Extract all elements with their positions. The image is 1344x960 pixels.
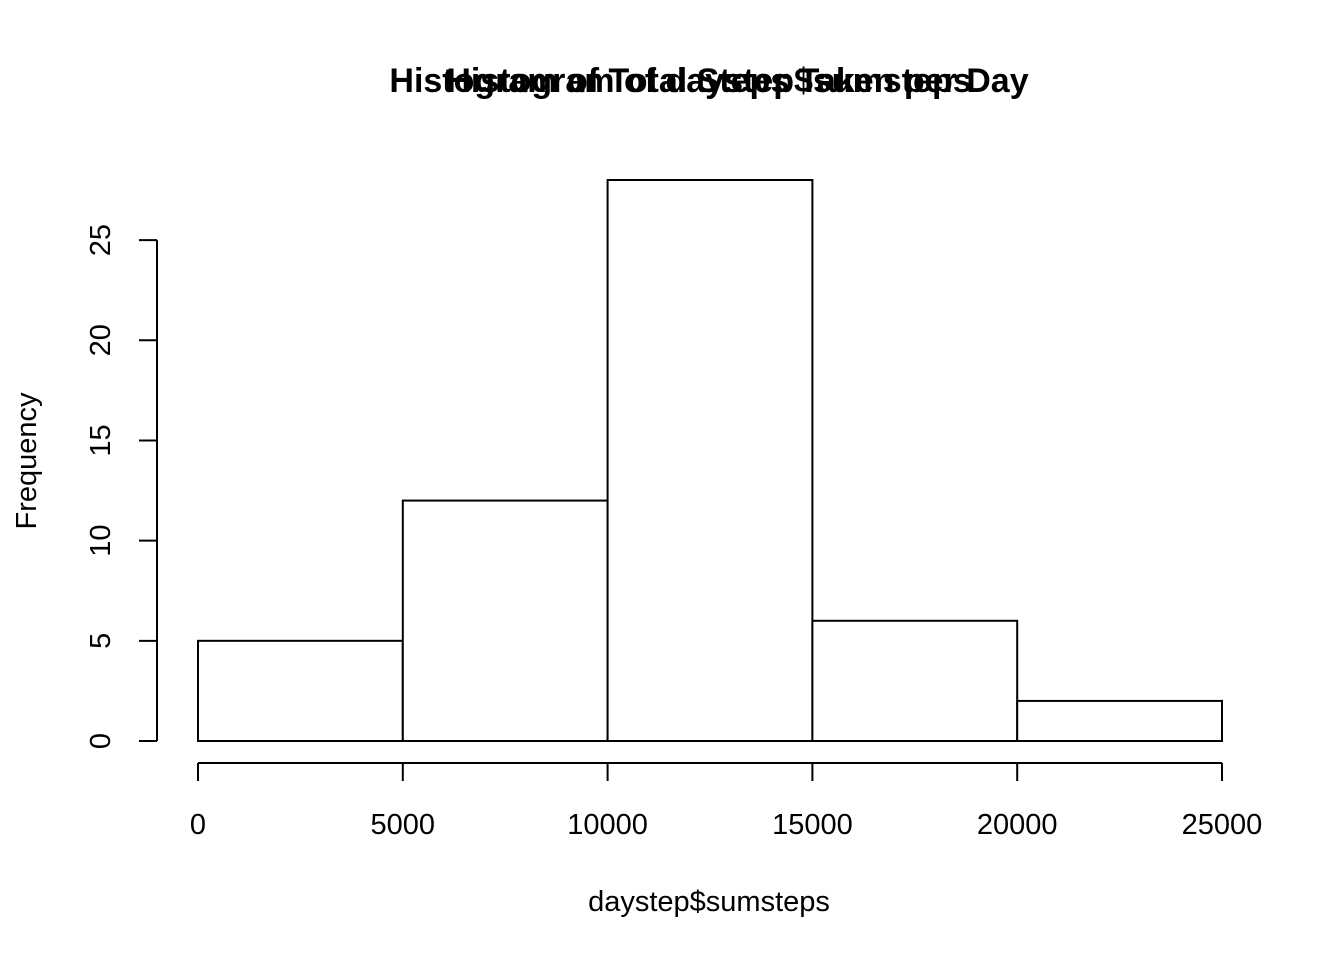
histogram-bar-2 [606, 179, 814, 742]
x-axis: 0 5000 10000 15000 20000 25000 [190, 762, 1263, 841]
y-tick-label-1: 5 [85, 633, 117, 649]
y-axis-label: Frequency [11, 392, 43, 530]
histogram-bar-0 [197, 639, 404, 742]
y-tick-label-2: 10 [85, 525, 117, 557]
y-tick-label-3: 15 [85, 424, 117, 456]
x-tick-label-5: 25000 [1182, 809, 1263, 841]
y-tick-label-4: 20 [85, 324, 117, 356]
chart-title-primary: Histogram of Total Steps Taken per Day [389, 62, 1028, 100]
x-tick-label-4: 20000 [977, 809, 1058, 841]
x-tick-label-0: 0 [190, 809, 206, 841]
x-tick-label-3: 15000 [772, 809, 853, 841]
y-tick-label-5: 25 [85, 224, 117, 256]
histogram-bar-3 [811, 619, 1019, 742]
chart-titles: Histogram of Total Steps Taken per Day H… [389, 62, 1028, 100]
chart-title-secondary: Histogram of daystep$sumsteps [446, 62, 971, 100]
y-axis: 0 5 10 15 20 25 [85, 224, 158, 749]
y-tick-label-0: 0 [85, 733, 117, 749]
x-tick-label-2: 10000 [567, 809, 648, 841]
x-tick-label-1: 5000 [371, 809, 436, 841]
histogram-bar-1 [401, 499, 609, 743]
x-axis-label: daystep$sumsteps [588, 886, 830, 918]
histogram-bars [197, 179, 1224, 743]
histogram-bar-4 [1016, 699, 1224, 743]
